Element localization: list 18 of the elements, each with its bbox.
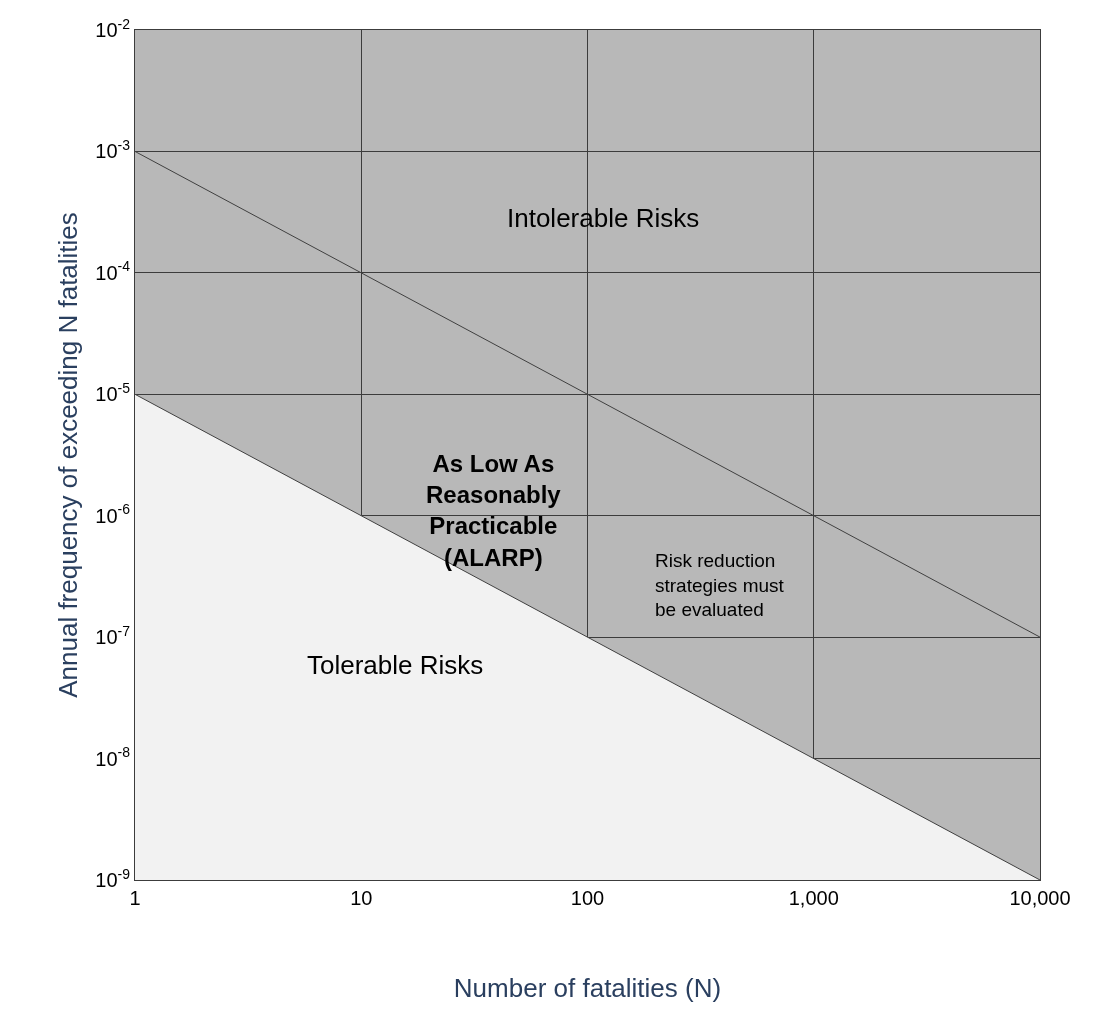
y-tick-label: 10$^{-8}$	[95, 744, 131, 770]
x-tick-label: 1	[129, 887, 141, 909]
annotation: Risk reduction strategies must be evaluated	[655, 550, 785, 621]
annotation: As Low As Reasonably Practicable (ALARP)	[426, 450, 562, 571]
x-axis-title: Number of fatalities (N)	[453, 972, 722, 1003]
x-tick-label: 1,000	[788, 887, 839, 909]
y-tick-label: 10$^{-3}$	[95, 137, 131, 163]
annotation: Tolerable Risks	[307, 650, 484, 680]
y-tick-label: 10$^{-2}$	[95, 15, 131, 41]
y-tick-label: 10$^{-9}$	[95, 865, 131, 891]
y-axis-title: Annual frequency of exceeding N fatalities	[52, 212, 83, 698]
y-tick-label: 10$^{-7}$	[95, 622, 131, 649]
y-tick-label: 10$^{-6}$	[95, 501, 131, 527]
x-tick-label: 10	[350, 887, 373, 909]
y-tick-label: 10$^{-4}$	[95, 258, 131, 284]
x-tick-label: 10,000	[1009, 887, 1071, 909]
x-tick-label: 100	[570, 887, 605, 909]
y-tick-label: 10$^{-5}$	[95, 379, 131, 406]
